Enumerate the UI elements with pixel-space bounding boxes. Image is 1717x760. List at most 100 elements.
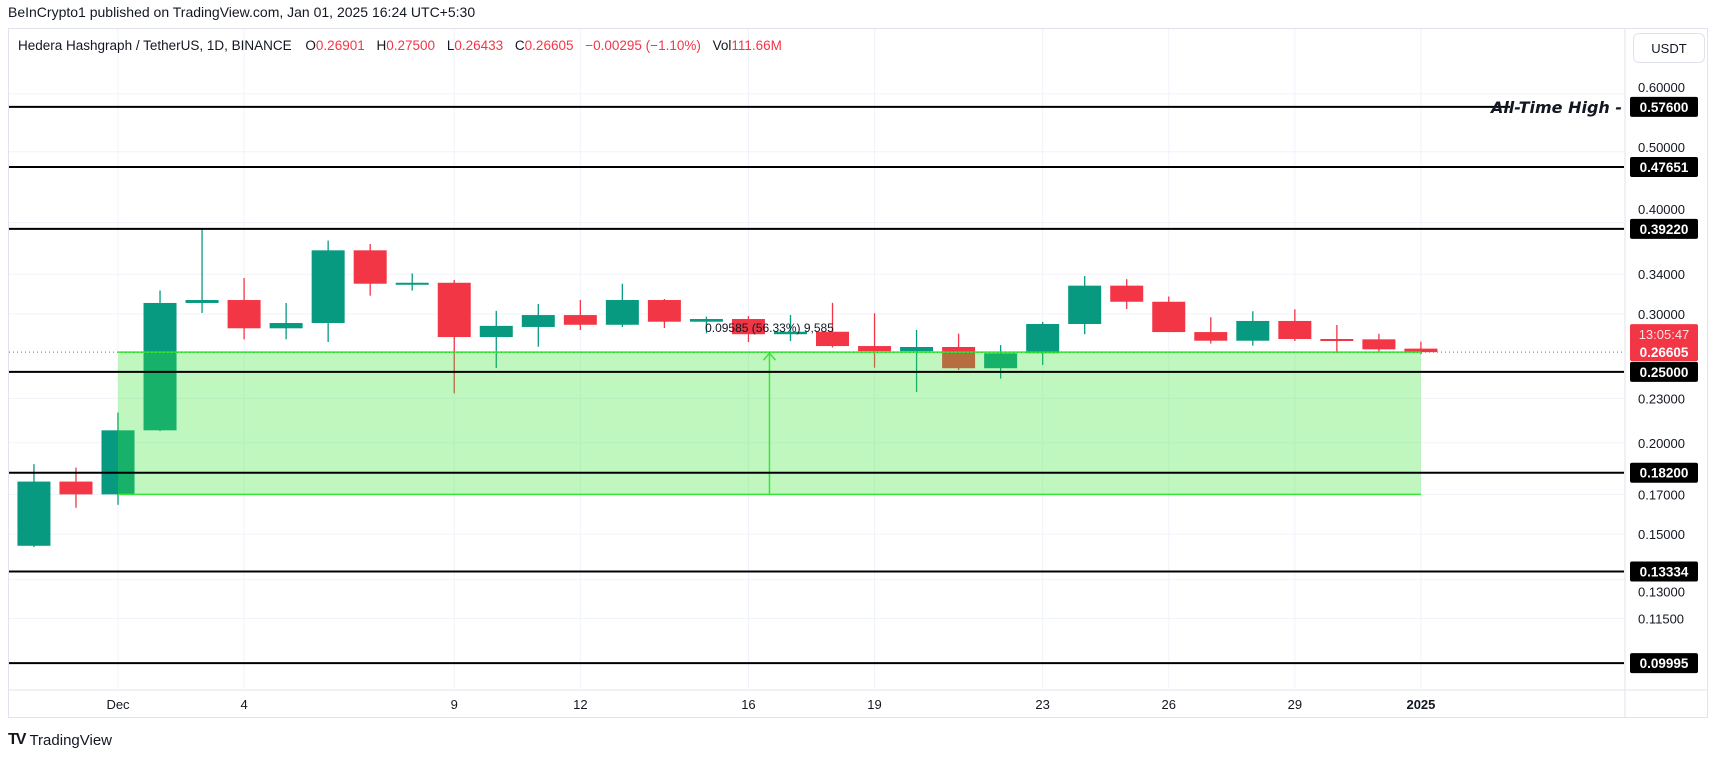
price-tick-label: 0.17000 (1638, 487, 1685, 502)
candle-bearish (1320, 324, 1354, 353)
price-tick-label: 0.50000 (1638, 140, 1685, 155)
candle-bullish (521, 303, 555, 347)
candle-body (647, 300, 681, 322)
close-value: 0.26605 (524, 38, 574, 53)
candle-bullish (185, 229, 219, 313)
price-tick-label: 0.34000 (1638, 267, 1685, 282)
time-tick-label: 23 (1035, 697, 1049, 712)
price-tick-label: 0.20000 (1638, 436, 1685, 451)
level-price-label: 0.25000 (1640, 365, 1689, 380)
candle-body (521, 315, 555, 327)
time-axis: Dec 4 9 12 16 19 23 26 29 2025 (106, 697, 1435, 712)
candle-bearish (858, 313, 892, 368)
candle-body (1362, 339, 1396, 350)
price-tick-label: 0.30000 (1638, 307, 1685, 322)
level-price-label: 0.47651 (1640, 160, 1689, 175)
candle-body (1278, 320, 1312, 339)
high-label: H (376, 38, 387, 53)
symbol-title[interactable]: Hedera Hashgraph / TetherUS, 1D, BINANCE (18, 38, 292, 53)
candle-bullish (1236, 311, 1270, 346)
candle-body (1194, 332, 1228, 341)
candle-bullish (984, 345, 1018, 379)
candle-body (984, 353, 1018, 369)
price-tick-label: 0.23000 (1638, 391, 1685, 406)
level-price-tag (1630, 462, 1698, 483)
level-price-tag (1630, 561, 1698, 582)
candle-body (143, 302, 177, 431)
currency-button[interactable]: USDT (1633, 33, 1705, 63)
candle-bearish (647, 299, 681, 329)
level-price-tag (1630, 157, 1698, 178)
candle-bullish (311, 240, 345, 342)
candle-body (185, 300, 219, 303)
open-label: O (305, 38, 316, 53)
candle-bullish (395, 273, 429, 291)
candle-body (1026, 324, 1060, 354)
low-value: 0.26433 (454, 38, 504, 53)
candle-bullish (269, 302, 303, 340)
time-tick-label: 12 (573, 697, 587, 712)
candle-body (731, 319, 765, 335)
candle-bearish (227, 278, 261, 340)
candle-body (900, 346, 934, 352)
price-tick-label: 0.11500 (1638, 612, 1684, 627)
level-price-tag (1630, 361, 1698, 382)
candle-bearish (353, 243, 387, 296)
close-label: C (514, 38, 525, 53)
time-tick-label: 26 (1162, 697, 1176, 712)
candle-bearish (59, 467, 93, 508)
candle-body (269, 323, 303, 329)
time-tick-label: 4 (240, 697, 247, 712)
all-time-high-annotation: All-Time High - (1489, 98, 1622, 117)
candle-body (605, 300, 639, 325)
candle-body (1320, 338, 1354, 341)
time-tick-label: 16 (741, 697, 755, 712)
publisher-caption: BeInCrypto1 published on TradingView.com… (8, 4, 476, 20)
measure-label: 0.09585 (56.33%) 9,585 (705, 321, 834, 335)
price-tick-label: 0.13000 (1638, 585, 1685, 600)
candle-body (689, 319, 723, 322)
tradingview-footer[interactable]: TV TradingView (8, 731, 112, 749)
candle-body (1236, 320, 1270, 341)
candle-body (59, 481, 93, 495)
candle-bearish (731, 316, 765, 343)
candle-body (563, 315, 597, 325)
price-tick-label: 0.40000 (1638, 202, 1685, 217)
candle-bearish (1362, 333, 1396, 352)
level-price-label: 0.57600 (1640, 100, 1689, 115)
candle-bullish (1026, 321, 1060, 365)
candle-body (311, 250, 345, 324)
candle-bearish (437, 279, 471, 394)
candle-bearish (563, 300, 597, 330)
level-price-tag (1630, 96, 1698, 117)
low-label: L (446, 38, 455, 53)
candle-bullish (17, 464, 51, 548)
candle-body (1068, 285, 1102, 325)
level-price-label: 0.09995 (1640, 656, 1689, 671)
candle-bullish (101, 412, 135, 505)
level-price-label: 0.39220 (1640, 222, 1689, 237)
candle-bullish (1068, 276, 1102, 335)
level-price-label: 0.18200 (1640, 466, 1689, 481)
horizontal-levels: All-Time High - 0.57600 0.47651 0.39220 0.25… (9, 96, 1698, 674)
candle-bullish (605, 283, 639, 327)
volume-label: Vol (712, 38, 732, 53)
candle-body (773, 331, 807, 335)
candle-bullish (773, 315, 807, 342)
bar-countdown-label: 13:05:47 (1639, 327, 1690, 342)
candle-bearish (816, 302, 850, 348)
high-value: 0.27500 (386, 38, 436, 53)
candle-body (437, 282, 471, 338)
candles (17, 229, 1438, 548)
candle-bearish (1194, 317, 1228, 344)
current-price: 13:05:47 0.26605 (9, 324, 1698, 362)
level-price-tag (1630, 218, 1698, 239)
candle-body (227, 300, 261, 329)
chart-frame (8, 28, 1708, 718)
candle-body (17, 481, 51, 546)
candle-body (479, 325, 513, 338)
level-price-label: 0.13334 (1640, 565, 1689, 580)
candle-bearish (1278, 309, 1312, 342)
candle-body (101, 430, 135, 495)
